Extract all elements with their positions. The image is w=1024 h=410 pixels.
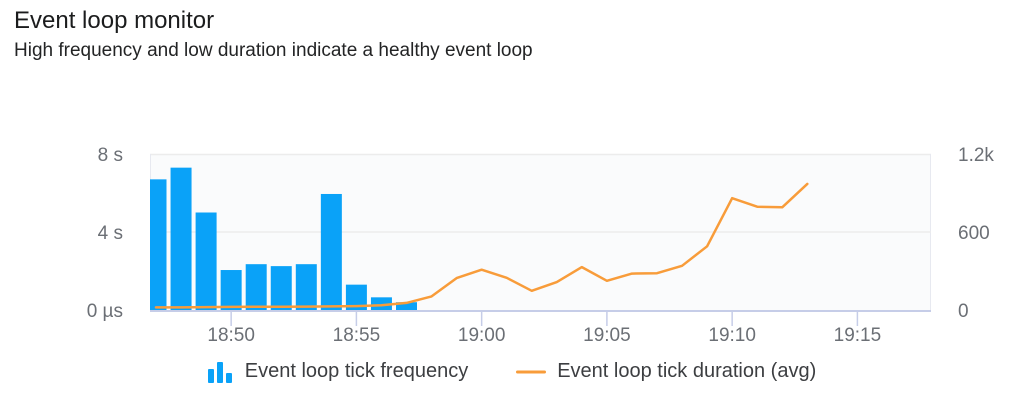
left-tick-label: 8 s [98,145,123,166]
right-tick-label: 0 [958,301,969,322]
frequency-bar [245,264,267,310]
x-tick-label: 19:10 [708,325,756,346]
duration-line [154,182,809,309]
x-tick-label: 19:05 [583,325,631,346]
bar-chart-icon [207,361,232,383]
right-tick-label: 600 [958,223,990,244]
x-tick-label: 18:50 [207,325,255,346]
x-axis: 18:50 18:55 19:00 19:05 19:10 19:15 [150,310,931,346]
frequency-bar [345,284,367,310]
frequency-bar [270,266,292,310]
frequency-bar [320,193,342,310]
page-subtitle: High frequency and low duration indicate… [14,40,533,61]
frequency-bar [150,179,167,310]
x-tick-label: 19:15 [834,325,882,346]
chart-legend: Event loop tick frequency Event loop tic… [0,360,1024,383]
frequency-bar [396,302,417,310]
y-axis-right: 0 600 1.2k [958,145,994,322]
frequency-bar [370,297,392,310]
frequency-bar [220,270,242,310]
line-icon [516,370,547,373]
frequency-bar [170,167,192,310]
page-title: Event loop monitor [14,7,215,34]
frequency-bar [295,264,317,310]
frequency-bar [195,212,217,310]
frequency-bars [150,167,417,310]
left-tick-label: 4 s [98,223,123,244]
legend-item-frequency[interactable]: Event loop tick frequency [207,360,469,383]
legend-item-duration[interactable]: Event loop tick duration (avg) [516,360,816,383]
left-tick-label: 0 µs [87,301,123,322]
y-axis-left: 0 µs 4 s 8 s [87,145,123,322]
right-tick-label: 1.2k [958,145,994,166]
x-tick-label: 18:55 [333,325,381,346]
chart-header: Event loop monitor High frequency and lo… [14,6,533,64]
x-tick-label: 19:00 [458,325,506,346]
legend-label-duration: Event loop tick duration (avg) [557,360,817,382]
legend-label-frequency: Event loop tick frequency [244,360,469,382]
